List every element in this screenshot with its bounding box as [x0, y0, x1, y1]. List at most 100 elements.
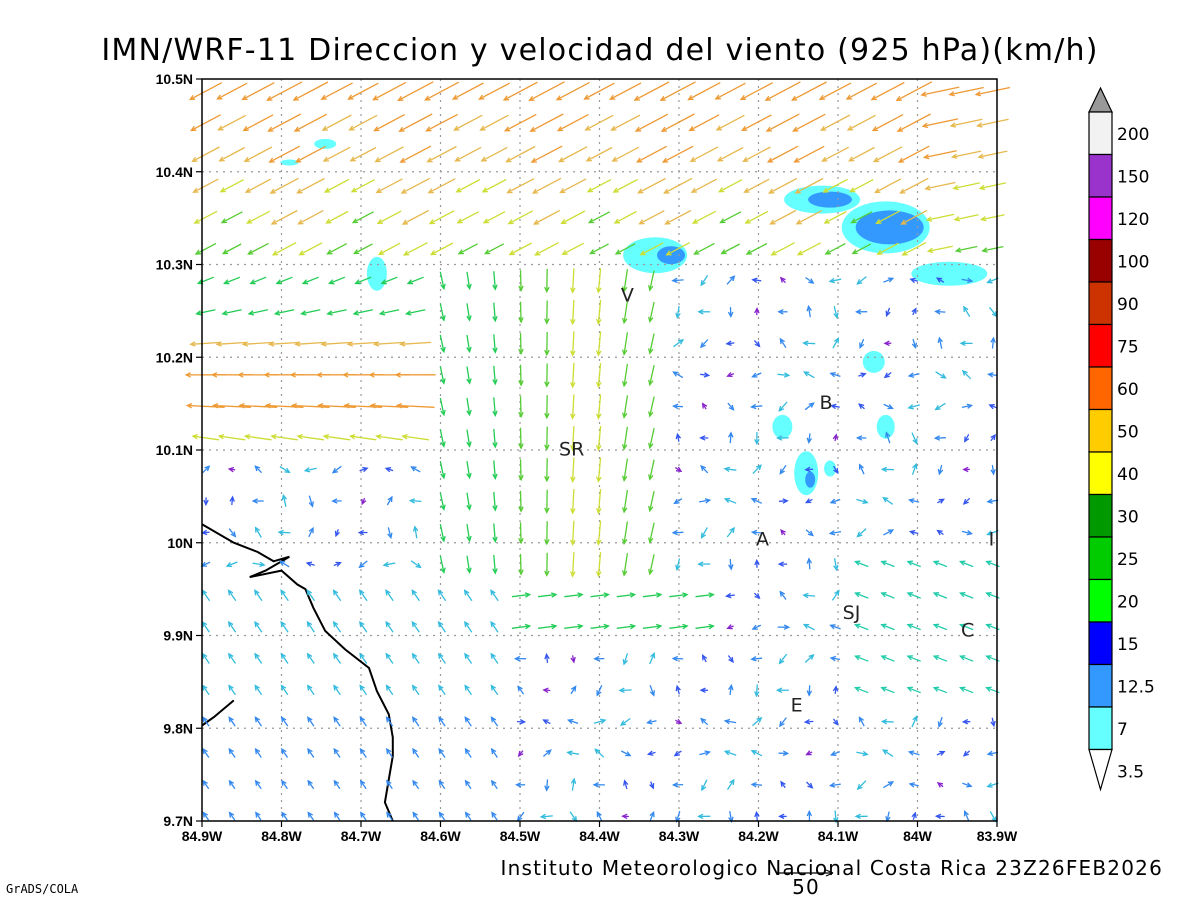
wind-arrow-shaft	[327, 309, 347, 315]
wind-arrow	[824, 243, 846, 255]
wind-arrow	[963, 810, 970, 822]
wind-arrow-head	[202, 747, 208, 755]
wind-arrow-shaft	[326, 210, 349, 224]
wind-arrow	[795, 210, 823, 225]
wind-arrow-head	[402, 250, 410, 256]
wind-arrow	[648, 427, 655, 450]
wind-arrow-head	[959, 592, 966, 598]
wind-arrow	[858, 403, 865, 410]
wind-arrow-head	[577, 592, 584, 598]
wind-arrow-shaft	[307, 717, 315, 727]
wind-arrow-head	[219, 187, 226, 193]
wind-arrow	[297, 210, 324, 225]
wind-arrow	[374, 146, 404, 163]
wind-arrow-head	[728, 564, 734, 571]
wind-arrow-head	[671, 529, 678, 536]
wind-arrow-shaft	[493, 554, 496, 574]
wind-arrow	[874, 178, 902, 194]
wind-arrow-head	[717, 187, 725, 193]
wind-arrow-head	[203, 499, 209, 507]
wind-arrow	[845, 82, 878, 100]
wind-arrow	[621, 363, 629, 388]
wind-arrow-head	[887, 781, 895, 787]
wind-arrow	[859, 338, 865, 349]
wind-arrow-shaft	[333, 590, 342, 602]
wind-arrow	[346, 341, 379, 347]
wind-arrow	[612, 178, 639, 193]
wind-arrow	[613, 210, 637, 224]
wind-arrow	[792, 113, 826, 132]
wind-arrow-shaft	[464, 653, 473, 664]
wind-arrow-shaft	[639, 210, 665, 225]
wind-arrow-shaft	[491, 748, 498, 758]
wind-arrow	[333, 811, 341, 821]
wind-arrow-shaft	[401, 177, 431, 194]
wind-arrow	[570, 552, 576, 578]
wind-arrow-head	[828, 277, 836, 284]
wind-arrow-shaft	[961, 278, 973, 282]
wind-arrow-head	[880, 466, 888, 473]
wind-arrow-head	[739, 95, 747, 101]
wind-arrow-head	[294, 157, 302, 163]
wind-arrow-head	[440, 315, 446, 322]
wind-arrow	[439, 492, 446, 511]
wind-arrow-shaft	[649, 396, 655, 417]
wind-arrow-shaft	[720, 211, 742, 224]
wind-arrow	[542, 687, 551, 694]
wind-arrow	[570, 520, 576, 546]
wind-arrow	[701, 779, 708, 792]
wind-arrow-head	[807, 782, 814, 789]
wind-arrow-shaft	[306, 590, 316, 602]
wind-arrow	[464, 811, 472, 821]
wind-arrow-shaft	[886, 811, 890, 822]
wind-arrow	[279, 466, 291, 474]
wind-arrow-head	[273, 310, 281, 316]
wind-arrow-shaft	[414, 526, 418, 539]
wind-arrow-head	[764, 95, 771, 101]
wind-arrow-head	[492, 347, 498, 354]
wind-arrow-shaft	[909, 783, 919, 787]
colorbar-swatch	[1088, 281, 1113, 326]
wind-arrow	[883, 371, 892, 379]
wind-arrow-shaft	[989, 810, 997, 822]
wind-arrow-head	[301, 279, 309, 285]
wind-arrow-head	[701, 402, 708, 409]
wind-arrow	[466, 492, 472, 511]
wind-arrow-head	[937, 336, 944, 343]
wind-arrow-shaft	[509, 242, 532, 256]
wind-arrow-head	[677, 339, 685, 345]
wind-arrow	[544, 489, 550, 514]
wind-arrow-head	[412, 811, 418, 818]
wind-arrow-head	[660, 126, 668, 132]
wind-arrow	[932, 686, 948, 694]
wind-arrow-head	[544, 349, 550, 357]
colorbar-label: 40	[1117, 465, 1139, 485]
wind-arrow-shaft	[771, 242, 795, 256]
wind-arrow-head	[296, 433, 303, 440]
wind-arrow-head	[659, 95, 666, 101]
wind-arrow-shaft	[329, 276, 346, 285]
wind-arrow	[833, 465, 839, 475]
wind-arrow-head	[530, 157, 537, 163]
wind-arrow	[484, 243, 505, 255]
wind-arrow-head	[275, 279, 282, 285]
calm-shading-blob	[772, 414, 793, 439]
wind-arrow-head	[227, 466, 235, 473]
wind-arrow	[934, 813, 945, 820]
wind-arrow-head	[550, 592, 558, 598]
wind-arrow-shaft	[649, 301, 655, 322]
wind-arrow-shaft	[768, 177, 798, 194]
wind-arrow-head	[934, 404, 941, 411]
wind-arrow	[303, 467, 317, 473]
wind-arrow	[570, 425, 576, 452]
wind-arrow	[728, 559, 734, 571]
wind-arrow-shaft	[519, 333, 522, 354]
wind-arrow-head	[911, 342, 918, 350]
wind-arrow-head	[990, 336, 996, 343]
wind-arrow-shaft	[982, 245, 1004, 252]
wind-arrow-shaft	[243, 114, 274, 131]
wind-arrow-shaft	[278, 531, 291, 534]
wind-arrow-head	[456, 218, 463, 224]
y-tick-label: 9.7N	[163, 813, 193, 829]
